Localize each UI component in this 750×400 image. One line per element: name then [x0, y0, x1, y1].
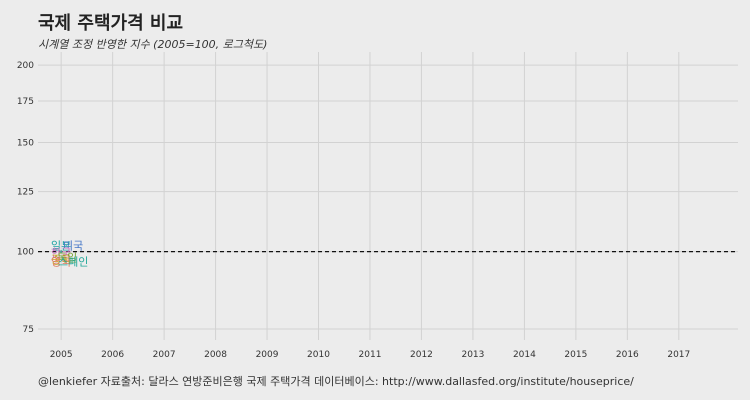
x-tick-label: 2016 [616, 350, 639, 360]
y-tick-label: 100 [17, 248, 34, 258]
x-tick-label: 2010 [307, 350, 330, 360]
x-tick-label: 2009 [256, 350, 279, 360]
x-tick-label: 2007 [153, 350, 176, 360]
grid [38, 52, 738, 340]
y-tick-label: 150 [17, 139, 34, 149]
x-axis-ticks: 2005 2006 2007 2008 2009 2010 2011 2012 2013 2014… [50, 350, 691, 360]
x-tick-label: 2005 [50, 350, 73, 360]
x-tick-label: 2012 [410, 350, 433, 360]
x-tick-label: 2015 [564, 350, 587, 360]
x-tick-label: 2017 [667, 350, 690, 360]
x-tick-label: 2008 [204, 350, 227, 360]
y-axis-ticks: 75 100 125 150 175 200 [17, 61, 34, 335]
y-tick-label: 125 [17, 188, 34, 198]
series-label: 스페인 [58, 256, 88, 269]
x-tick-label: 2014 [513, 350, 536, 360]
x-tick-label: 2013 [461, 350, 484, 360]
y-tick-label: 175 [17, 97, 34, 107]
x-tick-label: 2006 [101, 350, 124, 360]
x-tick-label: 2011 [359, 350, 382, 360]
chart-caption: @lenkiefer 자료출처: 달라스 연방준비은행 국제 주택가격 데이터베… [38, 373, 634, 389]
y-tick-label: 75 [23, 325, 34, 335]
y-tick-label: 200 [17, 61, 34, 71]
